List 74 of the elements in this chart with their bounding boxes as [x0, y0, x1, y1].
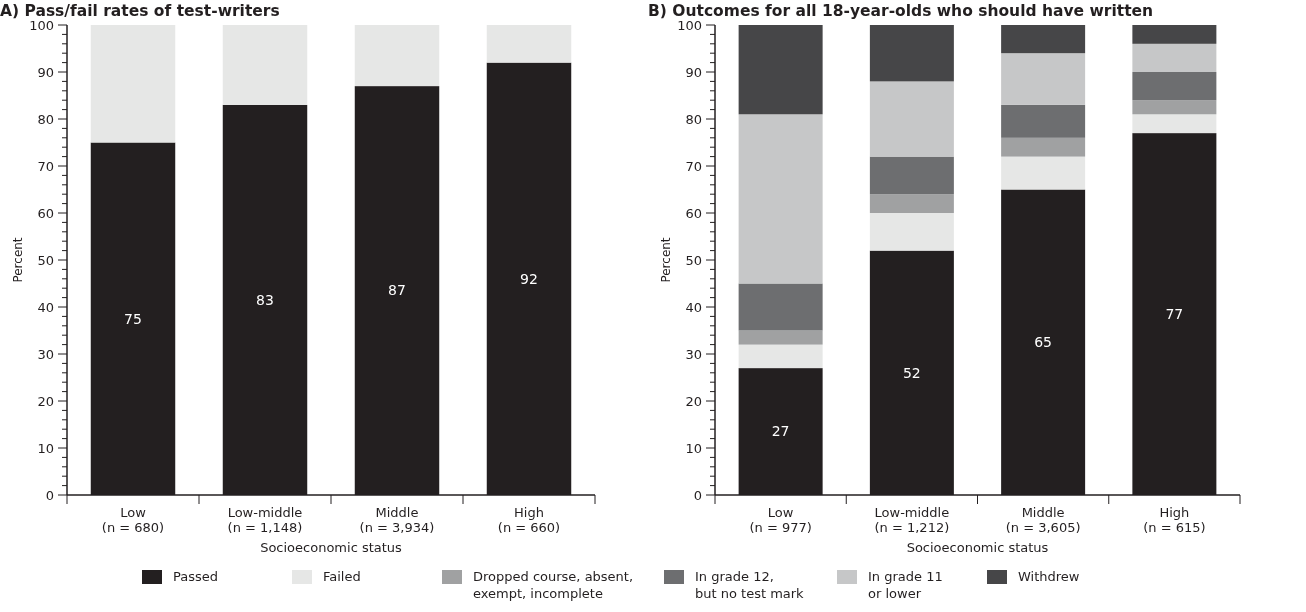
- bar: [738, 114, 823, 284]
- chart-title: B) Outcomes for all 18-year-olds who should have written: [648, 2, 1154, 20]
- legend-label: Failed: [323, 569, 361, 584]
- y-tick-label: 0: [45, 487, 54, 503]
- y-tick-label: 10: [685, 440, 702, 456]
- data-label: 92: [520, 270, 538, 287]
- y-tick-label: 20: [685, 393, 702, 409]
- chart-title: A) Pass/fail rates of test-writers: [0, 2, 280, 20]
- legend-label: Withdrew: [1018, 569, 1080, 584]
- bar: [869, 194, 954, 213]
- legend-label: Passed: [173, 569, 219, 584]
- y-axis-title: Percent: [11, 237, 25, 283]
- y-tick-label: 90: [685, 64, 702, 80]
- y-tick-label: 40: [37, 299, 54, 315]
- data-label: 27: [771, 423, 790, 440]
- bar: [1001, 53, 1086, 105]
- y-tick-label: 70: [37, 158, 54, 174]
- bar: [486, 25, 572, 63]
- bar: [869, 81, 954, 157]
- bar: [1132, 114, 1217, 134]
- data-label: 65: [1034, 334, 1053, 351]
- bar: [738, 344, 823, 369]
- y-tick-label: 50: [37, 252, 54, 268]
- y-tick-label: 100: [677, 17, 702, 33]
- x-axis-title: Socioeconomic status: [906, 540, 1049, 555]
- data-label: 83: [256, 291, 274, 308]
- y-tick-label: 30: [685, 346, 702, 362]
- y-tick-label: 0: [693, 487, 702, 503]
- bar: [869, 25, 954, 82]
- y-tick-label: 40: [685, 299, 702, 315]
- bar: [1132, 43, 1217, 72]
- y-tick-label: 60: [37, 205, 54, 221]
- y-tick-label: 80: [37, 111, 54, 127]
- legend-label: In grade 12, but no test mark: [695, 569, 805, 601]
- bar: [90, 25, 176, 143]
- x-tick-label: Low-middle (n = 1,212): [874, 505, 950, 535]
- legend-label: Dropped course, absent, exempt, incomplete: [473, 569, 634, 601]
- x-tick-label: Low-middle (n = 1,148): [227, 505, 303, 535]
- bar: [738, 283, 823, 331]
- bar: [1132, 100, 1217, 115]
- bar: [738, 330, 823, 345]
- bar: [222, 25, 308, 105]
- bar: [1132, 25, 1217, 44]
- y-tick-label: 10: [37, 440, 54, 456]
- bar: [869, 156, 954, 195]
- y-tick-label: 20: [37, 393, 54, 409]
- y-axis-title: Percent: [659, 237, 673, 283]
- y-tick-label: 30: [37, 346, 54, 362]
- x-tick-label: Low (n = 977): [749, 505, 812, 535]
- data-label: 52: [902, 364, 921, 381]
- bar: [1001, 156, 1086, 190]
- y-tick-label: 60: [685, 205, 702, 221]
- x-tick-label: Middle (n = 3,605): [1005, 505, 1081, 535]
- y-tick-label: 70: [685, 158, 702, 174]
- bar: [1132, 72, 1217, 101]
- y-tick-label: 80: [685, 111, 702, 127]
- x-tick-label: High (n = 615): [1143, 505, 1206, 535]
- bar: [1001, 104, 1086, 138]
- bar: [869, 213, 954, 251]
- y-tick-label: 50: [685, 252, 702, 268]
- y-tick-label: 100: [29, 17, 54, 33]
- x-tick-label: Middle (n = 3,934): [359, 505, 435, 535]
- x-tick-label: Low (n = 680): [101, 505, 165, 535]
- bar: [354, 25, 440, 87]
- x-tick-label: High (n = 660): [497, 505, 561, 535]
- bar: [738, 25, 823, 115]
- data-label: 87: [388, 282, 406, 299]
- y-tick-label: 90: [37, 64, 54, 80]
- data-label: 75: [124, 310, 142, 327]
- bar: [1001, 137, 1086, 157]
- data-label: 77: [1165, 305, 1184, 322]
- legend-label: In grade 11 or lower: [868, 569, 943, 601]
- bar: [1001, 25, 1086, 54]
- x-axis-title: Socioeconomic status: [260, 540, 403, 555]
